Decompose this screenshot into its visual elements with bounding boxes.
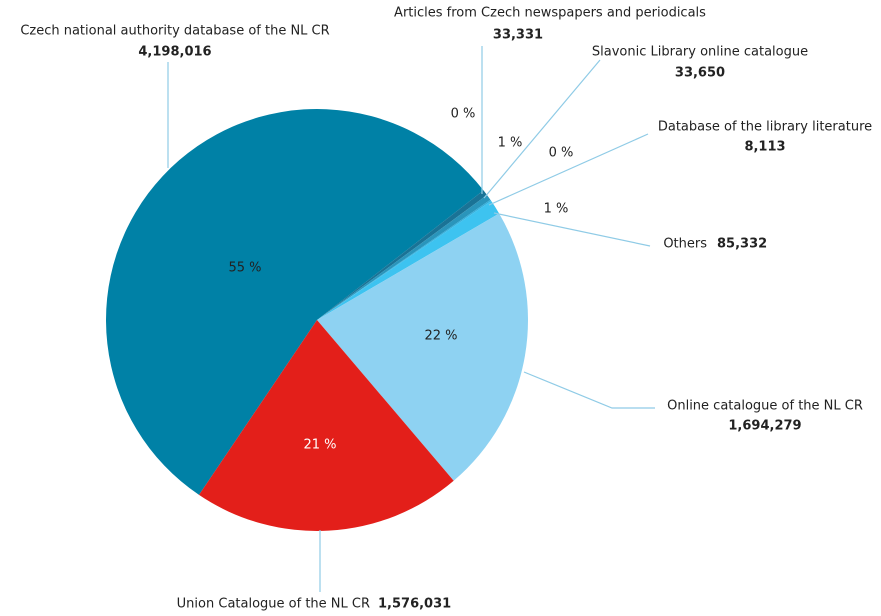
category-label: Online catalogue of the NL CR [667, 399, 863, 414]
leader-line [488, 133, 649, 206]
leader-line [483, 59, 601, 199]
pie-slice [317, 213, 528, 481]
leader-line [493, 212, 651, 247]
pie-slice [317, 195, 491, 320]
leader-line [523, 371, 655, 409]
category-label: Articles from Czech newspapers and perio… [394, 6, 706, 21]
value-label: 8,113 [744, 140, 785, 155]
pie-slice [317, 200, 500, 320]
category-label: Others [663, 237, 707, 252]
percent-label: 22 % [424, 329, 457, 344]
value-label: 33,650 [675, 66, 725, 81]
percent-label: 55 % [228, 261, 261, 276]
pie-slice [317, 199, 492, 320]
value-label: 1,576,031 [378, 597, 451, 612]
pie-slice [199, 320, 454, 531]
category-label: Czech national authority database of the… [20, 24, 329, 39]
category-label: Union Catalogue of the NL CR [177, 597, 370, 612]
percent-label: 1 % [498, 136, 523, 151]
percent-label: 0 % [451, 107, 476, 122]
percent-label: 1 % [544, 202, 569, 217]
value-label: 85,332 [717, 237, 767, 252]
pie-slice [317, 190, 488, 320]
value-label: 33,331 [493, 28, 543, 43]
value-label: 1,694,279 [728, 419, 801, 434]
percent-label: 0 % [549, 146, 574, 161]
category-label: Slavonic Library online catalogue [592, 45, 808, 60]
percent-label: 21 % [303, 438, 336, 453]
category-label: Database of the library literature [658, 120, 872, 135]
value-label: 4,198,016 [138, 45, 211, 60]
pie-slice [106, 109, 484, 495]
